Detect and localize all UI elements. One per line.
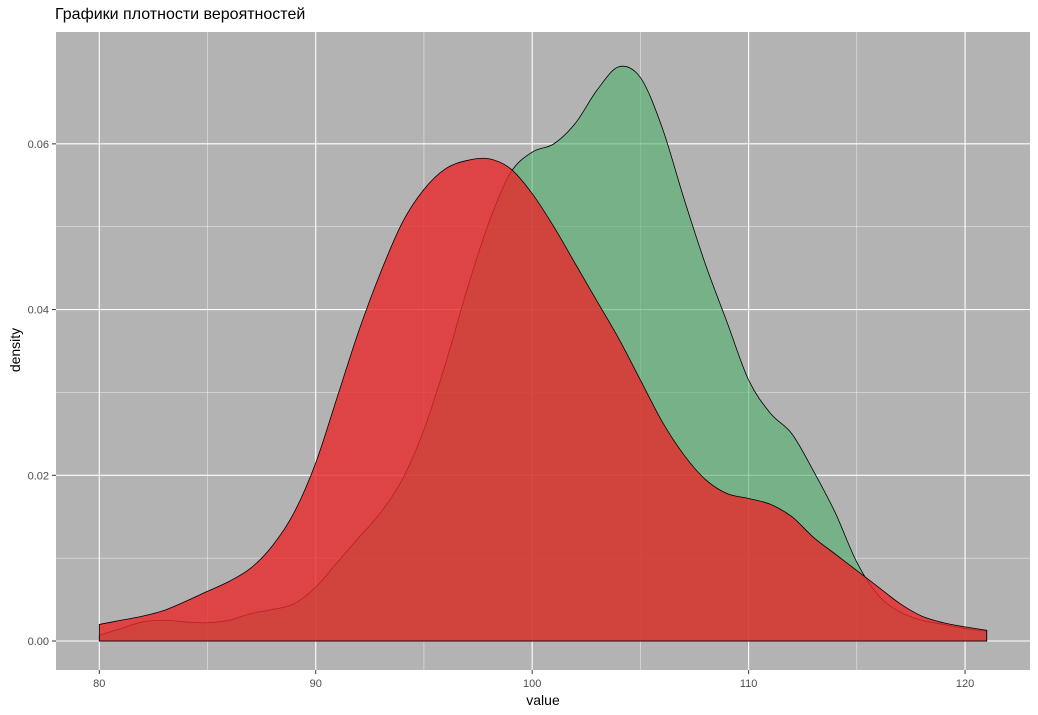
x-tick-label: 90 xyxy=(310,678,322,690)
y-tick-label: 0.04 xyxy=(28,305,49,317)
x-tick-label: 120 xyxy=(956,678,974,690)
x-tick-label: 110 xyxy=(740,678,758,690)
x-tick-label: 100 xyxy=(523,678,541,690)
density-area-2 xyxy=(98,157,988,642)
y-tick-label: 0.00 xyxy=(28,636,49,648)
y-axis-label: density xyxy=(7,328,23,372)
y-tick-label: 0.06 xyxy=(28,139,49,151)
chart-title: Графики плотности вероятностей xyxy=(55,6,306,23)
x-tick-label: 80 xyxy=(93,678,105,690)
x-axis-label: value xyxy=(526,692,560,708)
y-tick-label: 0.02 xyxy=(28,470,49,482)
